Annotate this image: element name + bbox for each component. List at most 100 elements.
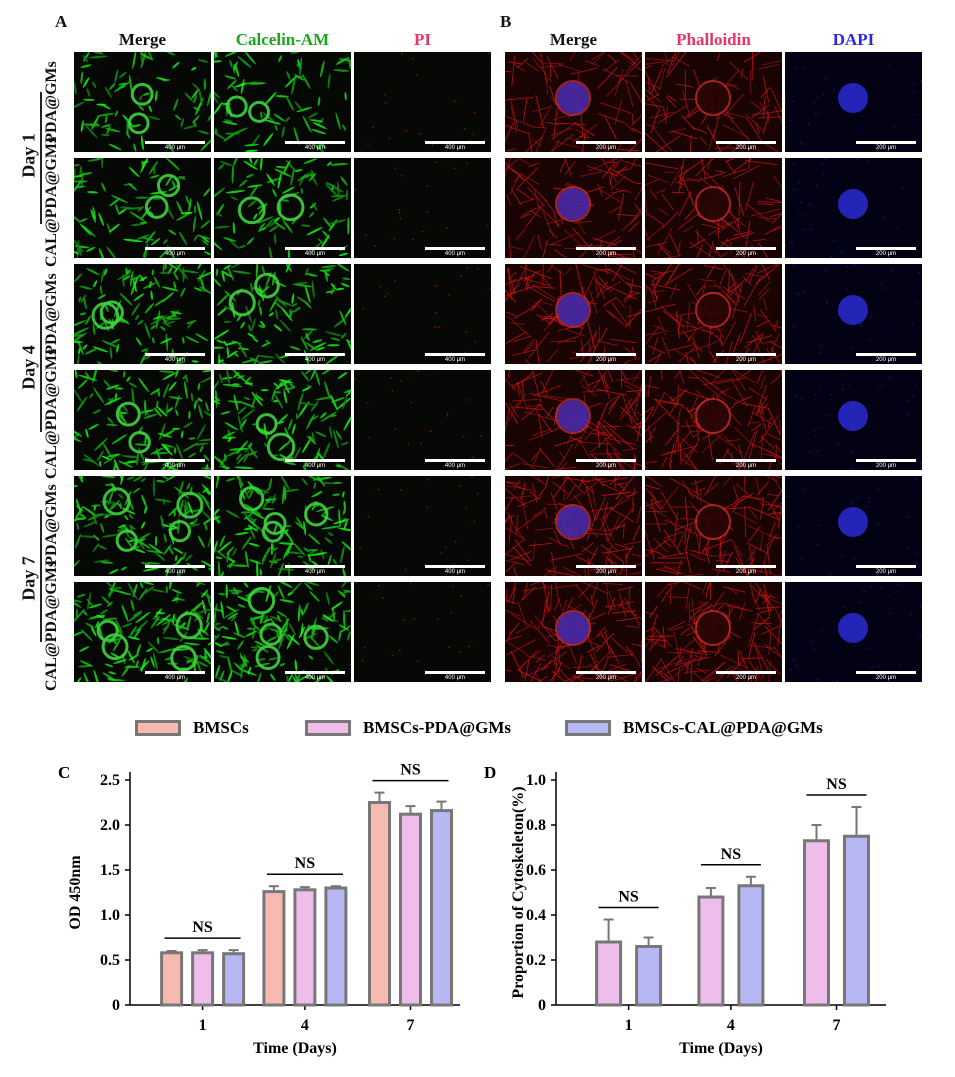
col-head-b-phalloidin: Phalloidin bbox=[676, 30, 751, 49]
bar bbox=[635, 945, 663, 1007]
scale-label: 400 μm bbox=[304, 251, 326, 257]
micrograph-tile: 200 μm bbox=[785, 52, 922, 152]
bar bbox=[191, 951, 215, 1007]
scale-bar bbox=[425, 565, 485, 568]
scale-label: 400 μm bbox=[304, 569, 326, 575]
scale-bar bbox=[425, 671, 485, 674]
legend-label: BMSCs-PDA@GMs bbox=[363, 718, 512, 737]
y-axis-label: Proportion of Cytoskeleton(%) bbox=[510, 786, 527, 998]
scale-bar bbox=[576, 141, 636, 144]
col-head-a-calcein: Calcelin-AM bbox=[235, 30, 330, 49]
scale-bar bbox=[145, 247, 205, 250]
scale-label: 200 μm bbox=[595, 251, 617, 257]
significance-label: NS bbox=[618, 889, 639, 906]
scale-bar bbox=[716, 247, 776, 250]
micrograph-tile: 200 μm bbox=[505, 264, 642, 364]
scale-bar bbox=[716, 141, 776, 144]
y-tick-label: 1.0 bbox=[100, 907, 120, 924]
micrograph-tile: 400 μm bbox=[214, 582, 351, 682]
col-head-a-merge: Merge bbox=[118, 30, 167, 49]
significance-label: NS bbox=[826, 776, 847, 793]
significance-label: NS bbox=[295, 855, 316, 872]
micrograph-tile: 200 μm bbox=[505, 370, 642, 470]
scale-bar bbox=[576, 565, 636, 568]
legend-swatch bbox=[135, 720, 181, 736]
y-tick-label: 0.2 bbox=[526, 952, 546, 969]
legend-swatch bbox=[305, 720, 351, 736]
micrograph-tile: 400 μm bbox=[214, 52, 351, 152]
micrograph-tile: 400 μm bbox=[74, 476, 211, 576]
scale-bar bbox=[716, 459, 776, 462]
scale-label: 400 μm bbox=[164, 145, 186, 151]
bar bbox=[697, 895, 725, 1007]
y-tick-label: 0.5 bbox=[100, 952, 120, 969]
scale-label: 400 μm bbox=[304, 463, 326, 469]
scale-bar bbox=[425, 247, 485, 250]
bar bbox=[595, 940, 623, 1007]
scale-bar bbox=[716, 565, 776, 568]
y-tick-label: 0 bbox=[538, 997, 546, 1014]
micrograph-tile: 400 μm bbox=[74, 158, 211, 258]
micrograph-tile: 400 μm bbox=[354, 264, 491, 364]
col-head-b-dapi: DAPI bbox=[832, 30, 875, 49]
scale-label: 200 μm bbox=[595, 463, 617, 469]
scale-bar bbox=[145, 353, 205, 356]
scale-label: 400 μm bbox=[304, 145, 326, 151]
micrograph-tile: 400 μm bbox=[214, 370, 351, 470]
micrograph-tile: 200 μm bbox=[785, 476, 922, 576]
scale-label: 400 μm bbox=[164, 569, 186, 575]
scale-bar bbox=[285, 671, 345, 674]
bar bbox=[737, 884, 765, 1007]
legend-label: BMSCs bbox=[193, 718, 249, 737]
day-bracket-7 bbox=[40, 510, 42, 642]
scale-label: 200 μm bbox=[875, 357, 897, 363]
scale-label: 400 μm bbox=[444, 569, 466, 575]
scale-bar bbox=[145, 565, 205, 568]
scale-bar bbox=[576, 353, 636, 356]
bar bbox=[803, 839, 830, 1007]
micrograph-tile: 400 μm bbox=[214, 264, 351, 364]
day-label-7: Day 7 bbox=[18, 556, 39, 601]
scale-bar bbox=[856, 353, 916, 356]
row-label-2: CAL@PDA@GMs bbox=[43, 136, 60, 267]
bar bbox=[430, 809, 453, 1007]
scale-bar bbox=[576, 247, 636, 250]
scale-bar bbox=[856, 141, 916, 144]
scale-label: 400 μm bbox=[444, 675, 466, 681]
micrograph-tile: 400 μm bbox=[74, 582, 211, 682]
row-label-6: CAL@PDA@GMs bbox=[43, 560, 60, 691]
significance-label: NS bbox=[400, 762, 421, 779]
scale-label: 400 μm bbox=[444, 251, 466, 257]
x-tick-label: 7 bbox=[407, 1017, 415, 1034]
legend-item-bmscs-cal: BMSCs-CAL@PDA@GMs bbox=[565, 718, 823, 738]
scale-bar bbox=[716, 671, 776, 674]
y-tick-label: 2.0 bbox=[100, 817, 120, 834]
micrograph-tile: 400 μm bbox=[354, 158, 491, 258]
scale-label: 400 μm bbox=[164, 357, 186, 363]
scale-label: 400 μm bbox=[304, 675, 326, 681]
col-head-b-merge: Merge bbox=[549, 30, 598, 49]
panel-letter-a: A bbox=[55, 12, 68, 31]
micrograph-tile: 200 μm bbox=[785, 370, 922, 470]
micrograph-tile: 400 μm bbox=[74, 370, 211, 470]
scale-bar bbox=[285, 565, 345, 568]
y-axis-label: OD 450nm bbox=[67, 855, 84, 930]
col-head-a-pi: PI bbox=[414, 30, 431, 49]
bar bbox=[293, 888, 317, 1007]
day-bracket-4 bbox=[40, 300, 42, 432]
scale-label: 400 μm bbox=[164, 675, 186, 681]
y-tick-label: 1.5 bbox=[100, 862, 120, 879]
micrograph-tile: 200 μm bbox=[645, 370, 782, 470]
scale-bar bbox=[576, 671, 636, 674]
scale-bar bbox=[285, 141, 345, 144]
micrograph-tile: 200 μm bbox=[505, 52, 642, 152]
legend-item-bmscs-pda: BMSCs-PDA@GMs bbox=[305, 718, 511, 738]
scale-bar bbox=[425, 141, 485, 144]
scale-label: 200 μm bbox=[735, 569, 757, 575]
scale-label: 200 μm bbox=[595, 145, 617, 151]
scale-bar bbox=[856, 459, 916, 462]
micrograph-tile: 400 μm bbox=[74, 264, 211, 364]
scale-label: 400 μm bbox=[164, 251, 186, 257]
scale-bar bbox=[425, 353, 485, 356]
scale-bar bbox=[856, 565, 916, 568]
